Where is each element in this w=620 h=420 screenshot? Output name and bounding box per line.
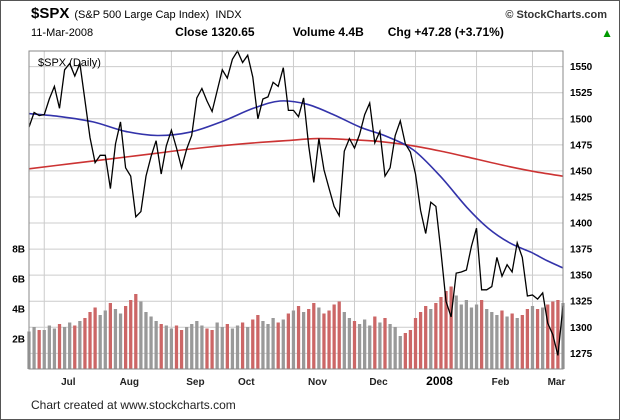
close-quote: Close 1320.65 — [175, 25, 254, 39]
svg-text:1375: 1375 — [570, 245, 593, 256]
svg-text:1500: 1500 — [570, 114, 593, 125]
volume-bars — [27, 286, 565, 369]
svg-text:Sep: Sep — [186, 377, 204, 388]
volume-quote: Volume 4.4B — [293, 25, 364, 39]
quote-bar: 11-Mar-2008 Close 1320.65 Volume 4.4B Chg +… — [31, 25, 595, 39]
svg-text:Mar: Mar — [548, 377, 566, 388]
plot-title: $SPX (Daily) — [38, 57, 101, 69]
svg-text:4B: 4B — [12, 305, 25, 316]
svg-text:Dec: Dec — [369, 377, 388, 388]
svg-text:Aug: Aug — [120, 377, 139, 388]
svg-text:Oct: Oct — [238, 377, 255, 388]
svg-text:1425: 1425 — [570, 193, 593, 204]
ma50-line — [28, 100, 564, 269]
volume-axis-labels: 8B 6B 4B 2B — [12, 245, 25, 346]
volume-label: Volume — [292, 25, 336, 39]
svg-text:Jul: Jul — [61, 377, 76, 388]
quote-date: 11-Mar-2008 — [31, 27, 94, 39]
chart-header: $SPX (S&P 500 Large Cap Index) INDX © St… — [31, 5, 607, 22]
change-label: Chg — [387, 25, 412, 39]
price-volume-chart: 1550 1525 1500 1475 1450 1425 1400 1375 1350 1325… — [12, 49, 593, 388]
svg-text:6B: 6B — [12, 275, 25, 286]
index-full-name: (S&P 500 Large Cap Index) — [74, 9, 210, 21]
ticker-symbol: $SPX — [31, 5, 70, 22]
price-line — [28, 49, 564, 356]
volume-value: 4.4B — [338, 25, 364, 39]
svg-text:1550: 1550 — [570, 62, 593, 73]
chart-attribution: Chart created at www.stockcharts.com — [31, 398, 236, 412]
svg-text:2008: 2008 — [426, 374, 453, 388]
price-axis-labels: 1550 1525 1500 1475 1450 1425 1400 1375 1350 1325… — [570, 62, 593, 360]
plot-border — [28, 50, 564, 370]
svg-text:1475: 1475 — [570, 140, 593, 151]
svg-text:1400: 1400 — [570, 219, 593, 230]
stockcharts-copyright: © StockCharts.com — [505, 9, 607, 21]
svg-text:1525: 1525 — [570, 88, 593, 99]
svg-text:8B: 8B — [12, 245, 25, 256]
svg-text:1275: 1275 — [570, 349, 593, 360]
exchange-label: INDX — [215, 9, 242, 21]
svg-text:Nov: Nov — [308, 377, 327, 388]
svg-text:1300: 1300 — [570, 323, 593, 334]
change-quote: Chg +47.28 (+3.71%) — [388, 25, 504, 39]
svg-text:Feb: Feb — [492, 377, 510, 388]
svg-text:1350: 1350 — [570, 271, 593, 282]
change-value: +47.28 (+3.71%) — [414, 25, 504, 39]
svg-text:2B: 2B — [12, 335, 25, 346]
close-value: 1320.65 — [211, 25, 255, 39]
svg-text:1450: 1450 — [570, 166, 593, 177]
svg-text:1325: 1325 — [570, 297, 593, 308]
ma200-line — [28, 137, 564, 177]
up-arrow-icon: ▲ — [601, 26, 613, 40]
x-axis-labels: Jul Aug Sep Oct Nov Dec 2008 Feb Mar — [61, 374, 565, 388]
close-label: Close — [175, 25, 208, 39]
